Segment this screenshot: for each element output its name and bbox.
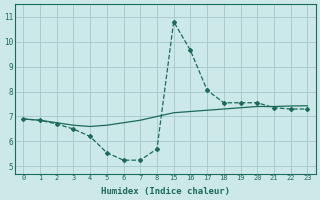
X-axis label: Humidex (Indice chaleur): Humidex (Indice chaleur) [101, 187, 230, 196]
